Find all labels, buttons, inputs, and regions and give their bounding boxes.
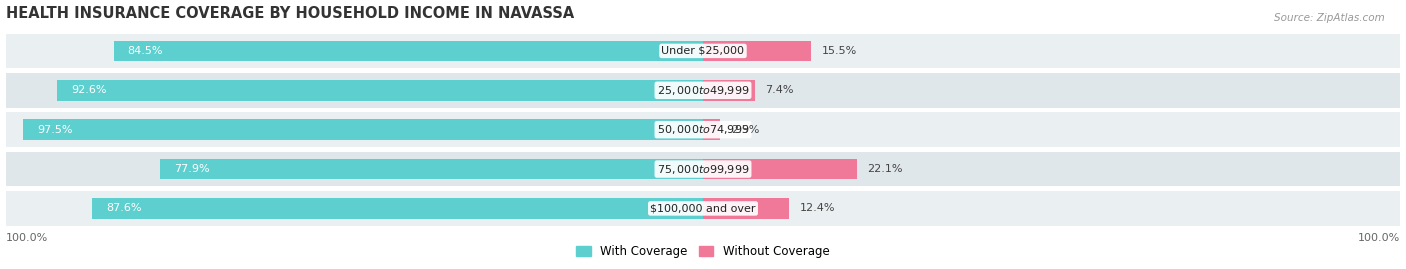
Text: $50,000 to $74,999: $50,000 to $74,999 xyxy=(657,123,749,136)
Bar xyxy=(703,80,755,101)
Bar xyxy=(58,80,703,101)
Legend: With Coverage, Without Coverage: With Coverage, Without Coverage xyxy=(572,240,834,263)
Bar xyxy=(6,34,1400,68)
Text: $100,000 and over: $100,000 and over xyxy=(650,203,756,213)
Text: 92.6%: 92.6% xyxy=(72,85,107,95)
Text: Source: ZipAtlas.com: Source: ZipAtlas.com xyxy=(1274,13,1385,23)
Text: $75,000 to $99,999: $75,000 to $99,999 xyxy=(657,162,749,176)
Text: 87.6%: 87.6% xyxy=(105,203,142,213)
Bar xyxy=(703,198,790,219)
Text: $25,000 to $49,999: $25,000 to $49,999 xyxy=(657,84,749,97)
Text: 2.5%: 2.5% xyxy=(731,125,759,135)
Text: HEALTH INSURANCE COVERAGE BY HOUSEHOLD INCOME IN NAVASSA: HEALTH INSURANCE COVERAGE BY HOUSEHOLD I… xyxy=(6,6,574,20)
Text: 15.5%: 15.5% xyxy=(821,46,856,56)
Bar xyxy=(91,198,703,219)
Text: 7.4%: 7.4% xyxy=(765,85,793,95)
Bar xyxy=(703,41,811,61)
Text: 84.5%: 84.5% xyxy=(128,46,163,56)
Bar xyxy=(6,152,1400,186)
Bar xyxy=(6,112,1400,147)
Bar xyxy=(703,119,720,140)
Text: 100.0%: 100.0% xyxy=(6,233,48,243)
Bar xyxy=(703,159,858,179)
Text: 22.1%: 22.1% xyxy=(868,164,903,174)
Text: Under $25,000: Under $25,000 xyxy=(661,46,745,56)
Bar xyxy=(6,73,1400,108)
Bar xyxy=(114,41,703,61)
Text: 97.5%: 97.5% xyxy=(37,125,73,135)
Bar xyxy=(160,159,703,179)
Text: 77.9%: 77.9% xyxy=(173,164,209,174)
Text: 100.0%: 100.0% xyxy=(1358,233,1400,243)
Text: 12.4%: 12.4% xyxy=(800,203,835,213)
Bar xyxy=(22,119,703,140)
Bar xyxy=(6,191,1400,226)
